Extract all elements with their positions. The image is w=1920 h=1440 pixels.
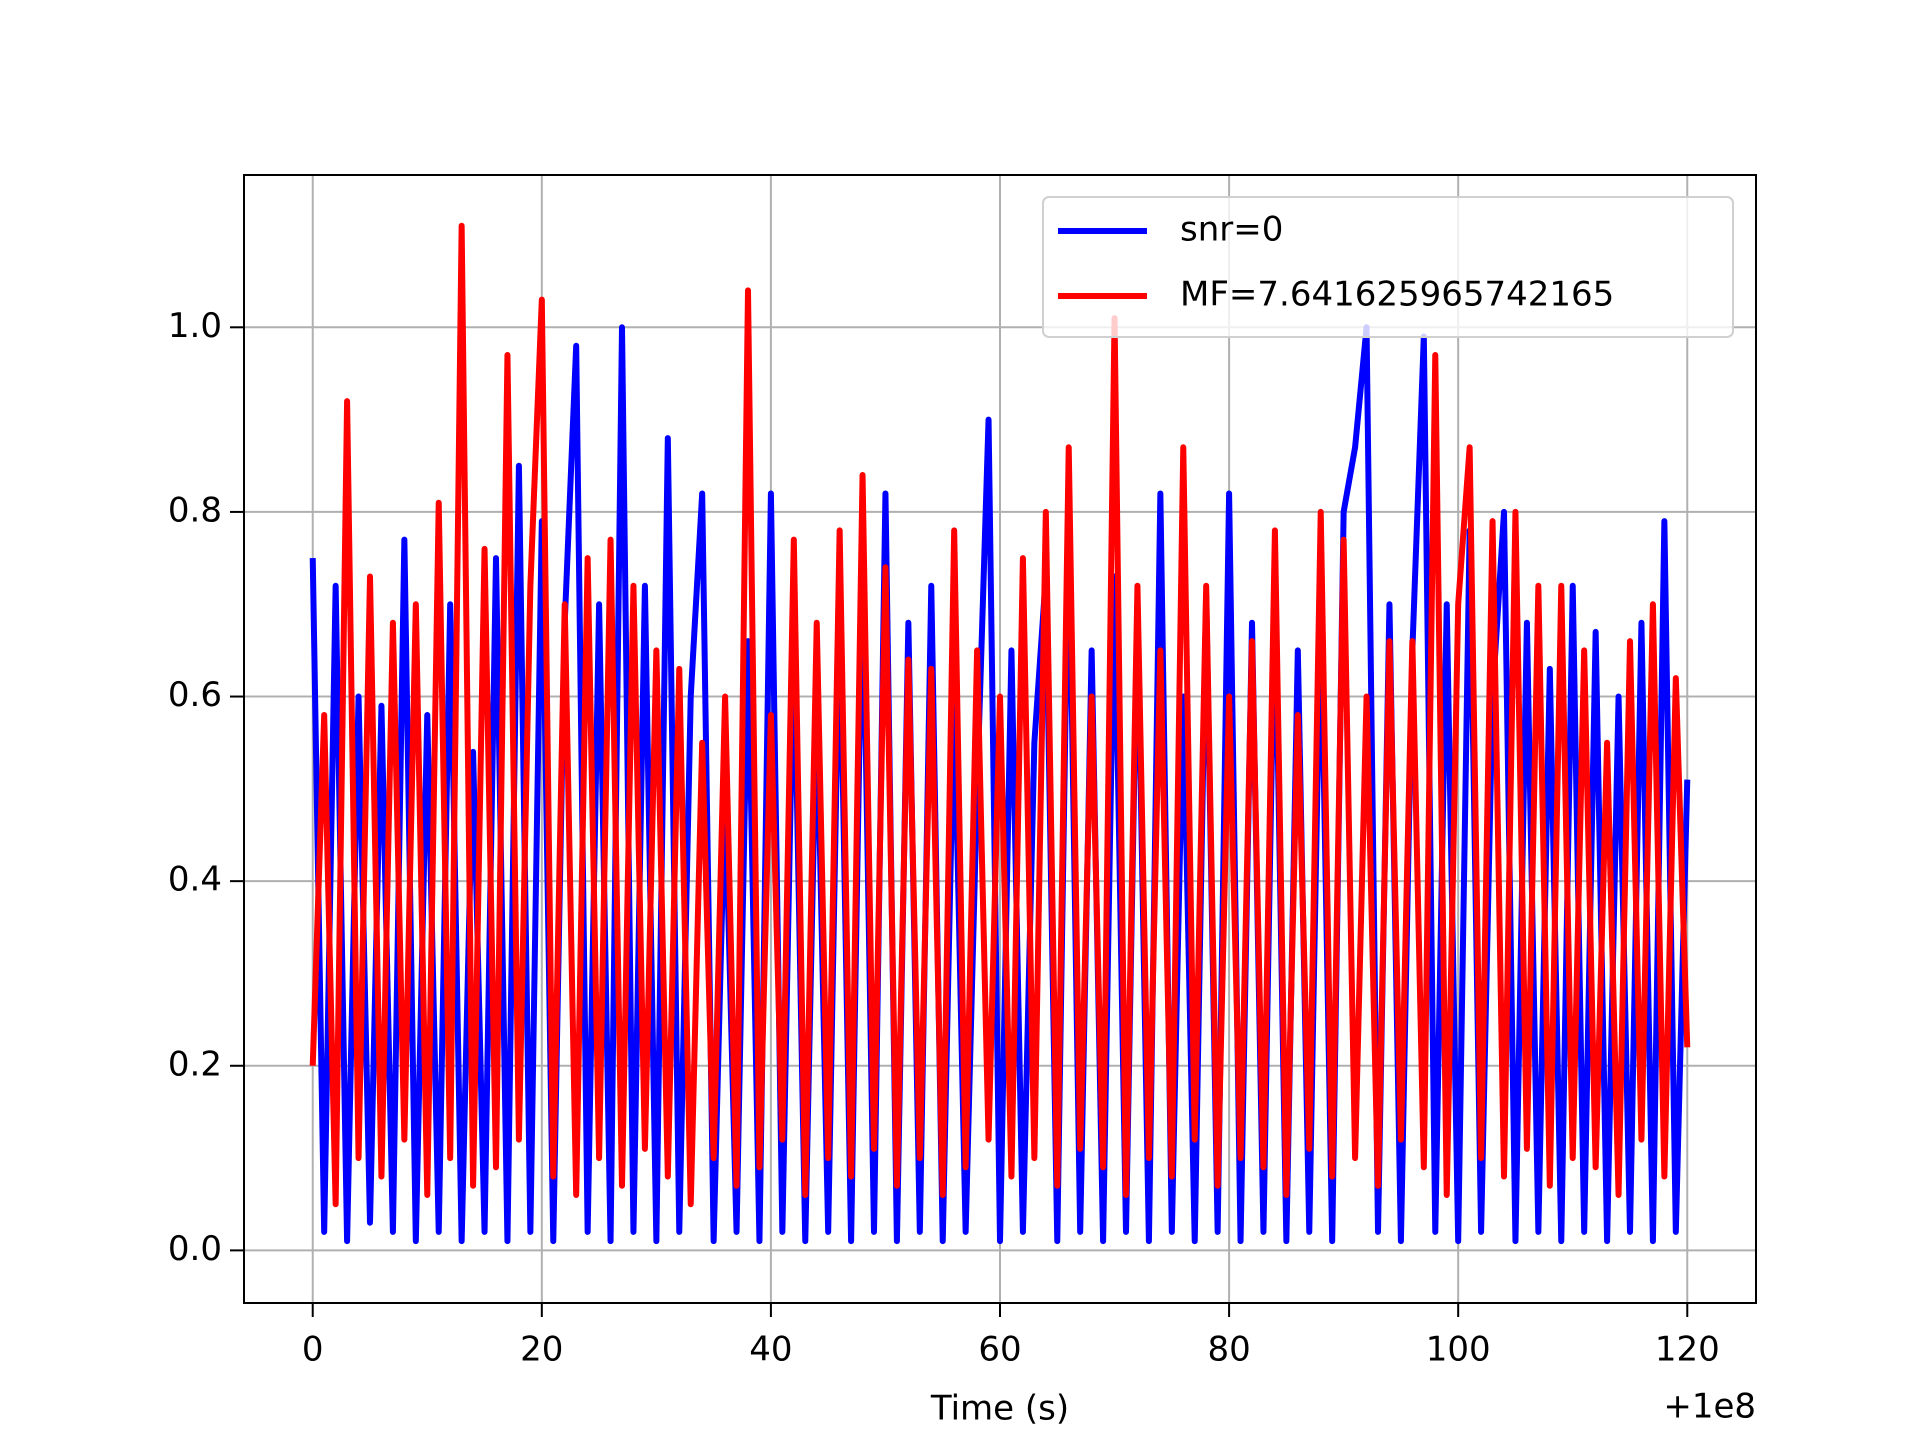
x-tick-label: 20: [520, 1330, 563, 1370]
y-tick-label: 0.6: [168, 675, 222, 715]
legend-label: snr=0: [1180, 210, 1283, 250]
y-tick-label: 0.2: [168, 1044, 222, 1084]
x-tick-label: 60: [978, 1330, 1021, 1370]
legend-box: [1042, 196, 1734, 338]
y-tick-label: 0.8: [168, 490, 222, 530]
y-tick-label: 0.4: [168, 860, 222, 900]
y-tick-label: 0.0: [168, 1229, 222, 1269]
x-offset-label: +1e8: [1663, 1387, 1756, 1427]
x-tick-label: 0: [302, 1330, 324, 1370]
plot-area: [309, 222, 1691, 1245]
y-tick-label: 1.0: [168, 306, 222, 346]
x-tick-label: 40: [749, 1330, 792, 1370]
x-tick-label: 80: [1207, 1330, 1250, 1370]
x-tick-label: 100: [1426, 1330, 1491, 1370]
x-tick-label: 120: [1655, 1330, 1720, 1370]
x-axis-label: Time (s): [930, 1389, 1069, 1429]
ticks: 0 20 40 60 80 100 120 0.0 0.2 0.4 0.6 0.8 1.0: [168, 306, 1720, 1370]
series-line: [309, 222, 1691, 1208]
legend: snr=0 MF=7.641625965742165: [1042, 196, 1734, 338]
legend-label: MF=7.641625965742165: [1180, 275, 1614, 315]
